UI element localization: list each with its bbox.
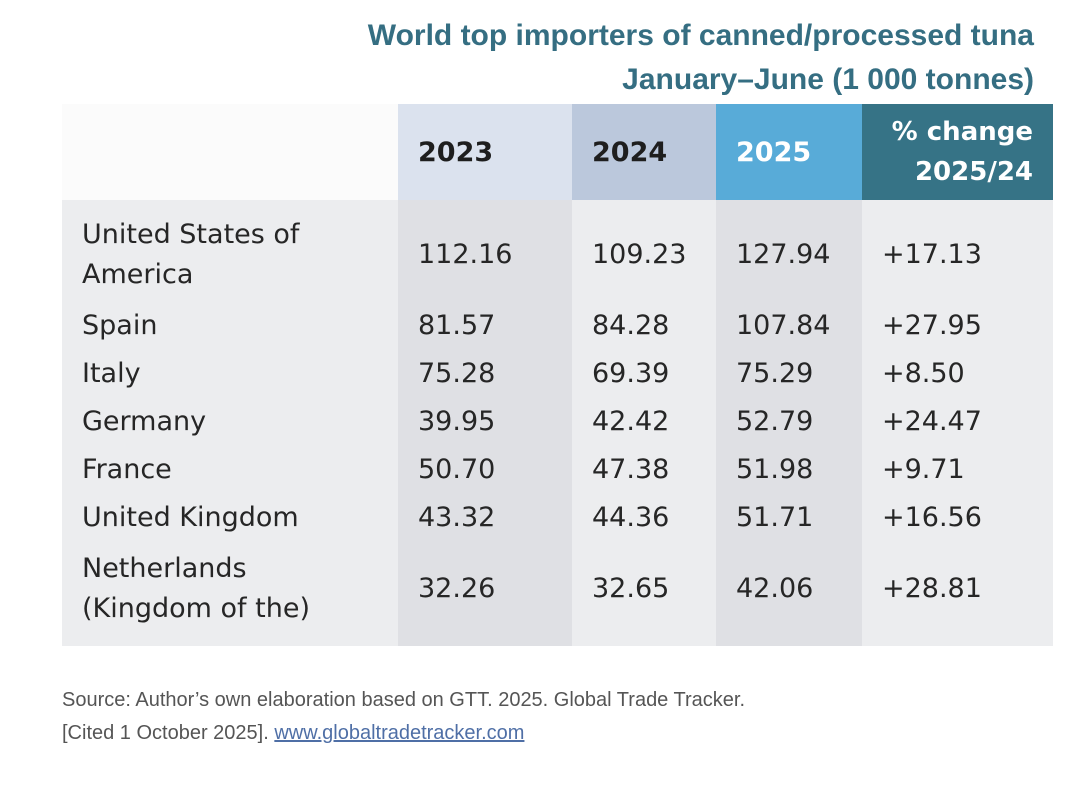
value-2023: 32.26 (398, 542, 572, 646)
table-row: Netherlands (Kingdom of the) 32.26 32.65… (62, 542, 1053, 646)
table-row: Italy 75.28 69.39 75.29 +8.50 (62, 350, 1053, 398)
value-change: +24.47 (862, 398, 1053, 446)
title-line-1: World top importers of canned/processed … (367, 19, 1034, 52)
value-change: +27.95 (862, 302, 1053, 350)
country-cell: Italy (62, 350, 398, 398)
value-2023: 81.57 (398, 302, 572, 350)
value-2024: 69.39 (572, 350, 716, 398)
value-2023: 43.32 (398, 494, 572, 542)
header-2025: 2025 (716, 104, 862, 200)
value-change: +9.71 (862, 446, 1053, 494)
country-line-1: Netherlands (82, 553, 247, 584)
tuna-importers-table: 2023 2024 2025 % change 2025/24 United S… (62, 104, 1053, 646)
table-row: United Kingdom 43.32 44.36 51.71 +16.56 (62, 494, 1053, 542)
value-2025: 52.79 (716, 398, 862, 446)
value-2025: 75.29 (716, 350, 862, 398)
header-percent-change-line1: % change (891, 117, 1033, 147)
value-2024: 44.36 (572, 494, 716, 542)
value-change: +16.56 (862, 494, 1053, 542)
value-2024: 84.28 (572, 302, 716, 350)
table-row: France 50.70 47.38 51.98 +9.71 (62, 446, 1053, 494)
title-line-2: January–June (1 000 tonnes) (622, 63, 1034, 96)
country-cell: Spain (62, 302, 398, 350)
country-line-2: America (82, 259, 194, 290)
value-2024: 42.42 (572, 398, 716, 446)
value-2023: 50.70 (398, 446, 572, 494)
country-cell: United Kingdom (62, 494, 398, 542)
country-line-1: United States of (82, 219, 300, 250)
header-percent-change: % change 2025/24 (862, 104, 1053, 200)
value-2024: 32.65 (572, 542, 716, 646)
country-cell: Germany (62, 398, 398, 446)
header-2024: 2024 (572, 104, 716, 200)
value-2023: 112.16 (398, 200, 572, 302)
country-line-2: (Kingdom of the) (82, 593, 310, 624)
value-change: +28.81 (862, 542, 1053, 646)
value-2025: 51.98 (716, 446, 862, 494)
value-2024: 47.38 (572, 446, 716, 494)
source-text: Source: Author’s own elaboration based o… (62, 689, 745, 711)
header-row: 2023 2024 2025 % change 2025/24 (62, 104, 1053, 200)
header-2023: 2023 (398, 104, 572, 200)
source-citation: [Cited 1 October 2025]. www.globaltradet… (62, 717, 745, 750)
value-2024: 109.23 (572, 200, 716, 302)
value-2025: 107.84 (716, 302, 862, 350)
source-note: Source: Author’s own elaboration based o… (62, 684, 745, 750)
table-row: Germany 39.95 42.42 52.79 +24.47 (62, 398, 1053, 446)
country-cell: United States of America (62, 200, 398, 302)
table-row: Spain 81.57 84.28 107.84 +27.95 (62, 302, 1053, 350)
source-link[interactable]: www.globaltradetracker.com (274, 722, 525, 744)
value-change: +17.13 (862, 200, 1053, 302)
header-country (62, 104, 398, 200)
value-2023: 39.95 (398, 398, 572, 446)
header-percent-change-line2: 2025/24 (914, 157, 1033, 187)
value-change: +8.50 (862, 350, 1053, 398)
value-2023: 75.28 (398, 350, 572, 398)
value-2025: 127.94 (716, 200, 862, 302)
table-row: United States of America 112.16 109.23 1… (62, 200, 1053, 302)
country-cell: France (62, 446, 398, 494)
value-2025: 42.06 (716, 542, 862, 646)
value-2025: 51.71 (716, 494, 862, 542)
country-cell: Netherlands (Kingdom of the) (62, 542, 398, 646)
cited-date: [Cited 1 October 2025]. (62, 722, 275, 744)
table-title: World top importers of canned/processed … (368, 14, 1034, 102)
